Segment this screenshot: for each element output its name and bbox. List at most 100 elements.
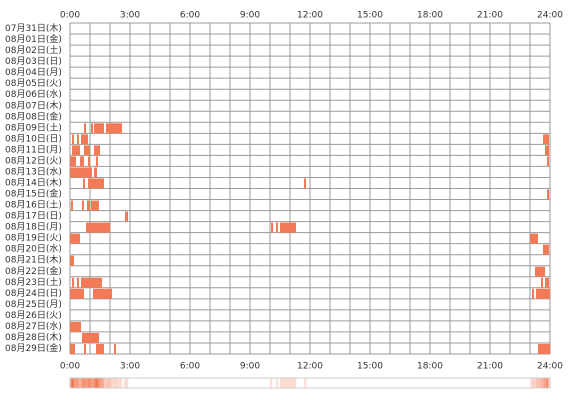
summary-cell xyxy=(112,378,115,388)
x-tick-label-top: 18:00 xyxy=(417,11,443,21)
activity-bar xyxy=(547,189,549,200)
summary-cell xyxy=(86,378,89,388)
activity-bar xyxy=(538,343,550,354)
summary-cell xyxy=(104,378,107,388)
x-tick-label-bottom: 15:00 xyxy=(357,362,383,372)
x-tick-label-bottom: 9:00 xyxy=(240,362,260,372)
activity-bar xyxy=(271,222,273,233)
row-label: 07月31日(木) xyxy=(5,22,62,34)
x-tick-label-top: 21:00 xyxy=(477,11,503,21)
row-label: 08月23日(土) xyxy=(5,276,62,288)
summary-cell xyxy=(534,378,537,388)
activity-bar xyxy=(70,288,84,299)
activity-bar xyxy=(91,200,99,211)
x-tick-label-top: 12:00 xyxy=(297,11,323,21)
activity-bar xyxy=(77,277,79,288)
row-label: 08月26日(火) xyxy=(5,310,62,321)
x-tick-label-bottom: 18:00 xyxy=(417,362,443,372)
row-label: 08月11日(月) xyxy=(5,144,62,155)
summary-cell xyxy=(546,378,549,388)
summary-cell xyxy=(270,378,273,388)
summary-cell xyxy=(88,378,91,388)
row-label: 08月22日(金) xyxy=(5,265,62,277)
row-label: 08月25日(月) xyxy=(5,299,62,310)
row-label: 08月05日(火) xyxy=(5,78,62,89)
activity-bar xyxy=(541,277,543,288)
summary-cell xyxy=(114,378,117,388)
summary-cell xyxy=(84,378,87,388)
summary-cell xyxy=(106,378,109,388)
activity-bar xyxy=(543,134,549,145)
activity-bar xyxy=(543,244,549,255)
summary-cell xyxy=(80,378,83,388)
activity-bar xyxy=(125,211,128,222)
activity-bar xyxy=(87,200,90,211)
row-label: 08月17日(日) xyxy=(5,211,62,222)
row-label: 08月18日(月) xyxy=(5,222,62,233)
row-label: 08月16日(土) xyxy=(5,199,62,211)
summary-cell xyxy=(530,378,533,388)
summary-cell xyxy=(282,378,285,388)
x-tick-label-top: 0:00 xyxy=(60,11,80,21)
summary-cell xyxy=(548,378,551,388)
summary-cell xyxy=(286,378,289,388)
summary-cell xyxy=(290,378,293,388)
activity-bar xyxy=(72,277,74,288)
activity-bar xyxy=(93,288,112,299)
activity-bar xyxy=(70,233,80,244)
activity-bar xyxy=(70,167,92,178)
summary-cell xyxy=(92,378,95,388)
summary-cell xyxy=(284,378,287,388)
x-tick-label-bottom: 3:00 xyxy=(120,362,140,372)
activity-bar xyxy=(72,134,74,145)
activity-bar xyxy=(88,178,104,189)
summary-cell xyxy=(108,378,111,388)
activity-bar xyxy=(70,156,76,167)
activity-bar xyxy=(91,123,93,134)
summary-cell xyxy=(292,378,295,388)
summary-cell xyxy=(96,378,99,388)
row-label: 08月12日(火) xyxy=(5,155,62,166)
activity-bar xyxy=(82,200,84,211)
activity-bar xyxy=(81,277,102,288)
summary-cell xyxy=(280,378,283,388)
summary-cell xyxy=(294,378,297,388)
summary-cell xyxy=(288,378,291,388)
activity-bar xyxy=(70,255,74,266)
summary-cell xyxy=(542,378,545,388)
activity-bar xyxy=(86,222,110,233)
activity-bar xyxy=(530,233,538,244)
activity-bar xyxy=(77,134,79,145)
activity-bar xyxy=(94,123,104,134)
activity-bar xyxy=(82,332,99,343)
x-tick-label-top: 15:00 xyxy=(357,11,383,21)
summary-cell xyxy=(98,378,101,388)
activity-bar xyxy=(106,123,122,134)
activity-bar xyxy=(84,123,86,134)
x-tick-label-bottom: 6:00 xyxy=(180,362,200,372)
summary-cell xyxy=(120,378,123,388)
row-label: 08月02日(土) xyxy=(5,44,62,56)
activity-bar xyxy=(71,200,73,211)
summary-frame xyxy=(69,377,551,389)
row-label: 08月06日(水) xyxy=(5,88,62,100)
activity-bar xyxy=(536,288,550,299)
activity-bar xyxy=(72,145,80,156)
row-label: 08月07日(木) xyxy=(5,99,62,111)
activity-bar xyxy=(532,288,534,299)
summary-cell xyxy=(544,378,547,388)
activity-bar xyxy=(94,145,100,156)
summary-cell xyxy=(76,378,79,388)
x-tick-label-bottom: 12:00 xyxy=(297,362,323,372)
row-label: 08月29日(金) xyxy=(5,342,62,354)
summary-cell xyxy=(78,378,81,388)
activity-bar xyxy=(84,145,90,156)
activity-bar xyxy=(94,167,97,178)
summary-cell xyxy=(126,378,129,388)
x-tick-label-top: 6:00 xyxy=(180,11,200,21)
activity-bar xyxy=(70,321,81,332)
summary-cell xyxy=(74,378,77,388)
summary-cell xyxy=(118,378,121,388)
activity-bar xyxy=(88,156,90,167)
